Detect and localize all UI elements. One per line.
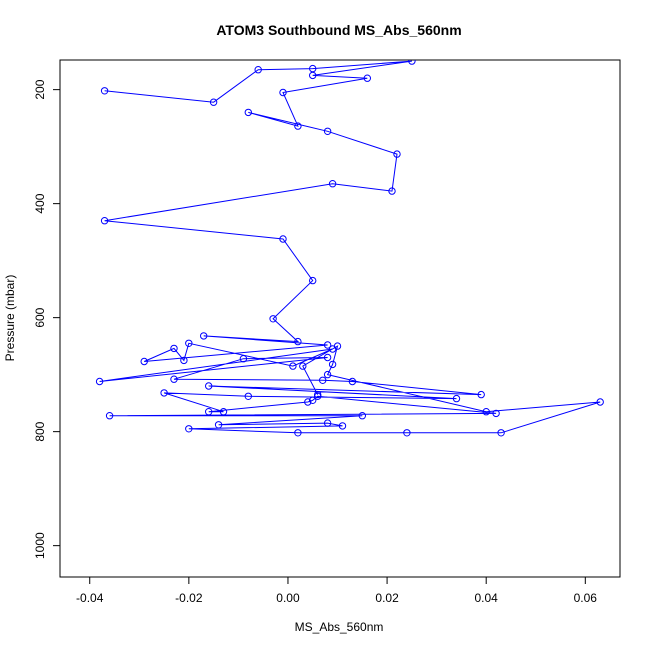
data-point [309, 396, 317, 404]
data-point [170, 375, 178, 383]
data-point [289, 362, 297, 370]
data-point [596, 398, 604, 406]
data-point [309, 71, 317, 80]
data-point [279, 88, 287, 97]
plot-frame [59, 59, 621, 578]
data-point [244, 108, 253, 117]
x-tick-label: -0.02 [175, 591, 203, 605]
data-point [294, 122, 302, 130]
data-point [209, 98, 218, 106]
data-point [333, 342, 342, 350]
data-point [323, 341, 332, 349]
data-point [239, 355, 248, 363]
data-point [323, 419, 332, 427]
data-point [328, 360, 337, 369]
data-point [328, 180, 337, 188]
y-tick-label: 200 [33, 79, 47, 99]
data-point [388, 187, 396, 195]
data-point [279, 235, 287, 243]
chart-title: ATOM3 Southbound MS_Abs_560nm [216, 22, 461, 38]
data-point [309, 276, 317, 285]
data-point [244, 392, 253, 400]
data-point [294, 337, 302, 346]
data-point [408, 60, 416, 65]
data-point [358, 412, 366, 420]
data-point [319, 376, 327, 384]
data-point [254, 66, 262, 74]
x-axis-label: MS_Abs_560nm [295, 620, 384, 634]
data-point [95, 377, 104, 386]
y-tick-label: 800 [33, 421, 47, 441]
data-point [185, 339, 193, 347]
y-tick-label: 1000 [33, 532, 47, 559]
data-point [160, 389, 168, 397]
data-point [314, 390, 322, 399]
data-point [185, 425, 193, 433]
data-point [477, 390, 485, 399]
data-point [140, 357, 148, 366]
data-point [497, 429, 505, 437]
series-line [99, 60, 601, 434]
data-point [205, 382, 213, 390]
data-point [214, 421, 223, 429]
data-point [323, 370, 332, 379]
data-point [338, 422, 347, 430]
data-point [452, 394, 461, 403]
data-point [219, 408, 228, 416]
data-point [482, 408, 490, 416]
data-point [205, 408, 213, 416]
x-tick-label: 0.02 [375, 591, 399, 605]
y-tick-label: 600 [33, 307, 47, 327]
x-tick-label: -0.04 [76, 591, 104, 605]
x-axis: -0.04 -0.02 0.00 0.02 0.04 0.06 [76, 576, 598, 605]
y-axis: 200 400 600 800 1000 [33, 79, 61, 559]
data-point [100, 217, 109, 225]
data-point [294, 429, 302, 437]
data-point [299, 362, 307, 370]
data-point [100, 87, 109, 95]
y-axis-label: Pressure (mbar) [3, 275, 17, 362]
data-layer [95, 60, 604, 437]
data-point [323, 353, 332, 362]
data-point [492, 409, 500, 418]
x-tick-label: 0.00 [276, 591, 300, 605]
data-point [304, 398, 312, 406]
data-point [403, 429, 411, 437]
x-tick-label: 0.06 [574, 591, 598, 605]
data-point [323, 127, 332, 136]
data-point [170, 344, 178, 353]
data-point [200, 332, 208, 340]
data-point [348, 377, 357, 386]
data-point [363, 74, 371, 82]
y-tick-label: 400 [33, 193, 47, 213]
x-tick-label: 0.04 [475, 591, 499, 605]
data-point [180, 356, 188, 365]
data-point [105, 412, 114, 420]
data-point [269, 315, 277, 323]
data-point [393, 150, 401, 158]
